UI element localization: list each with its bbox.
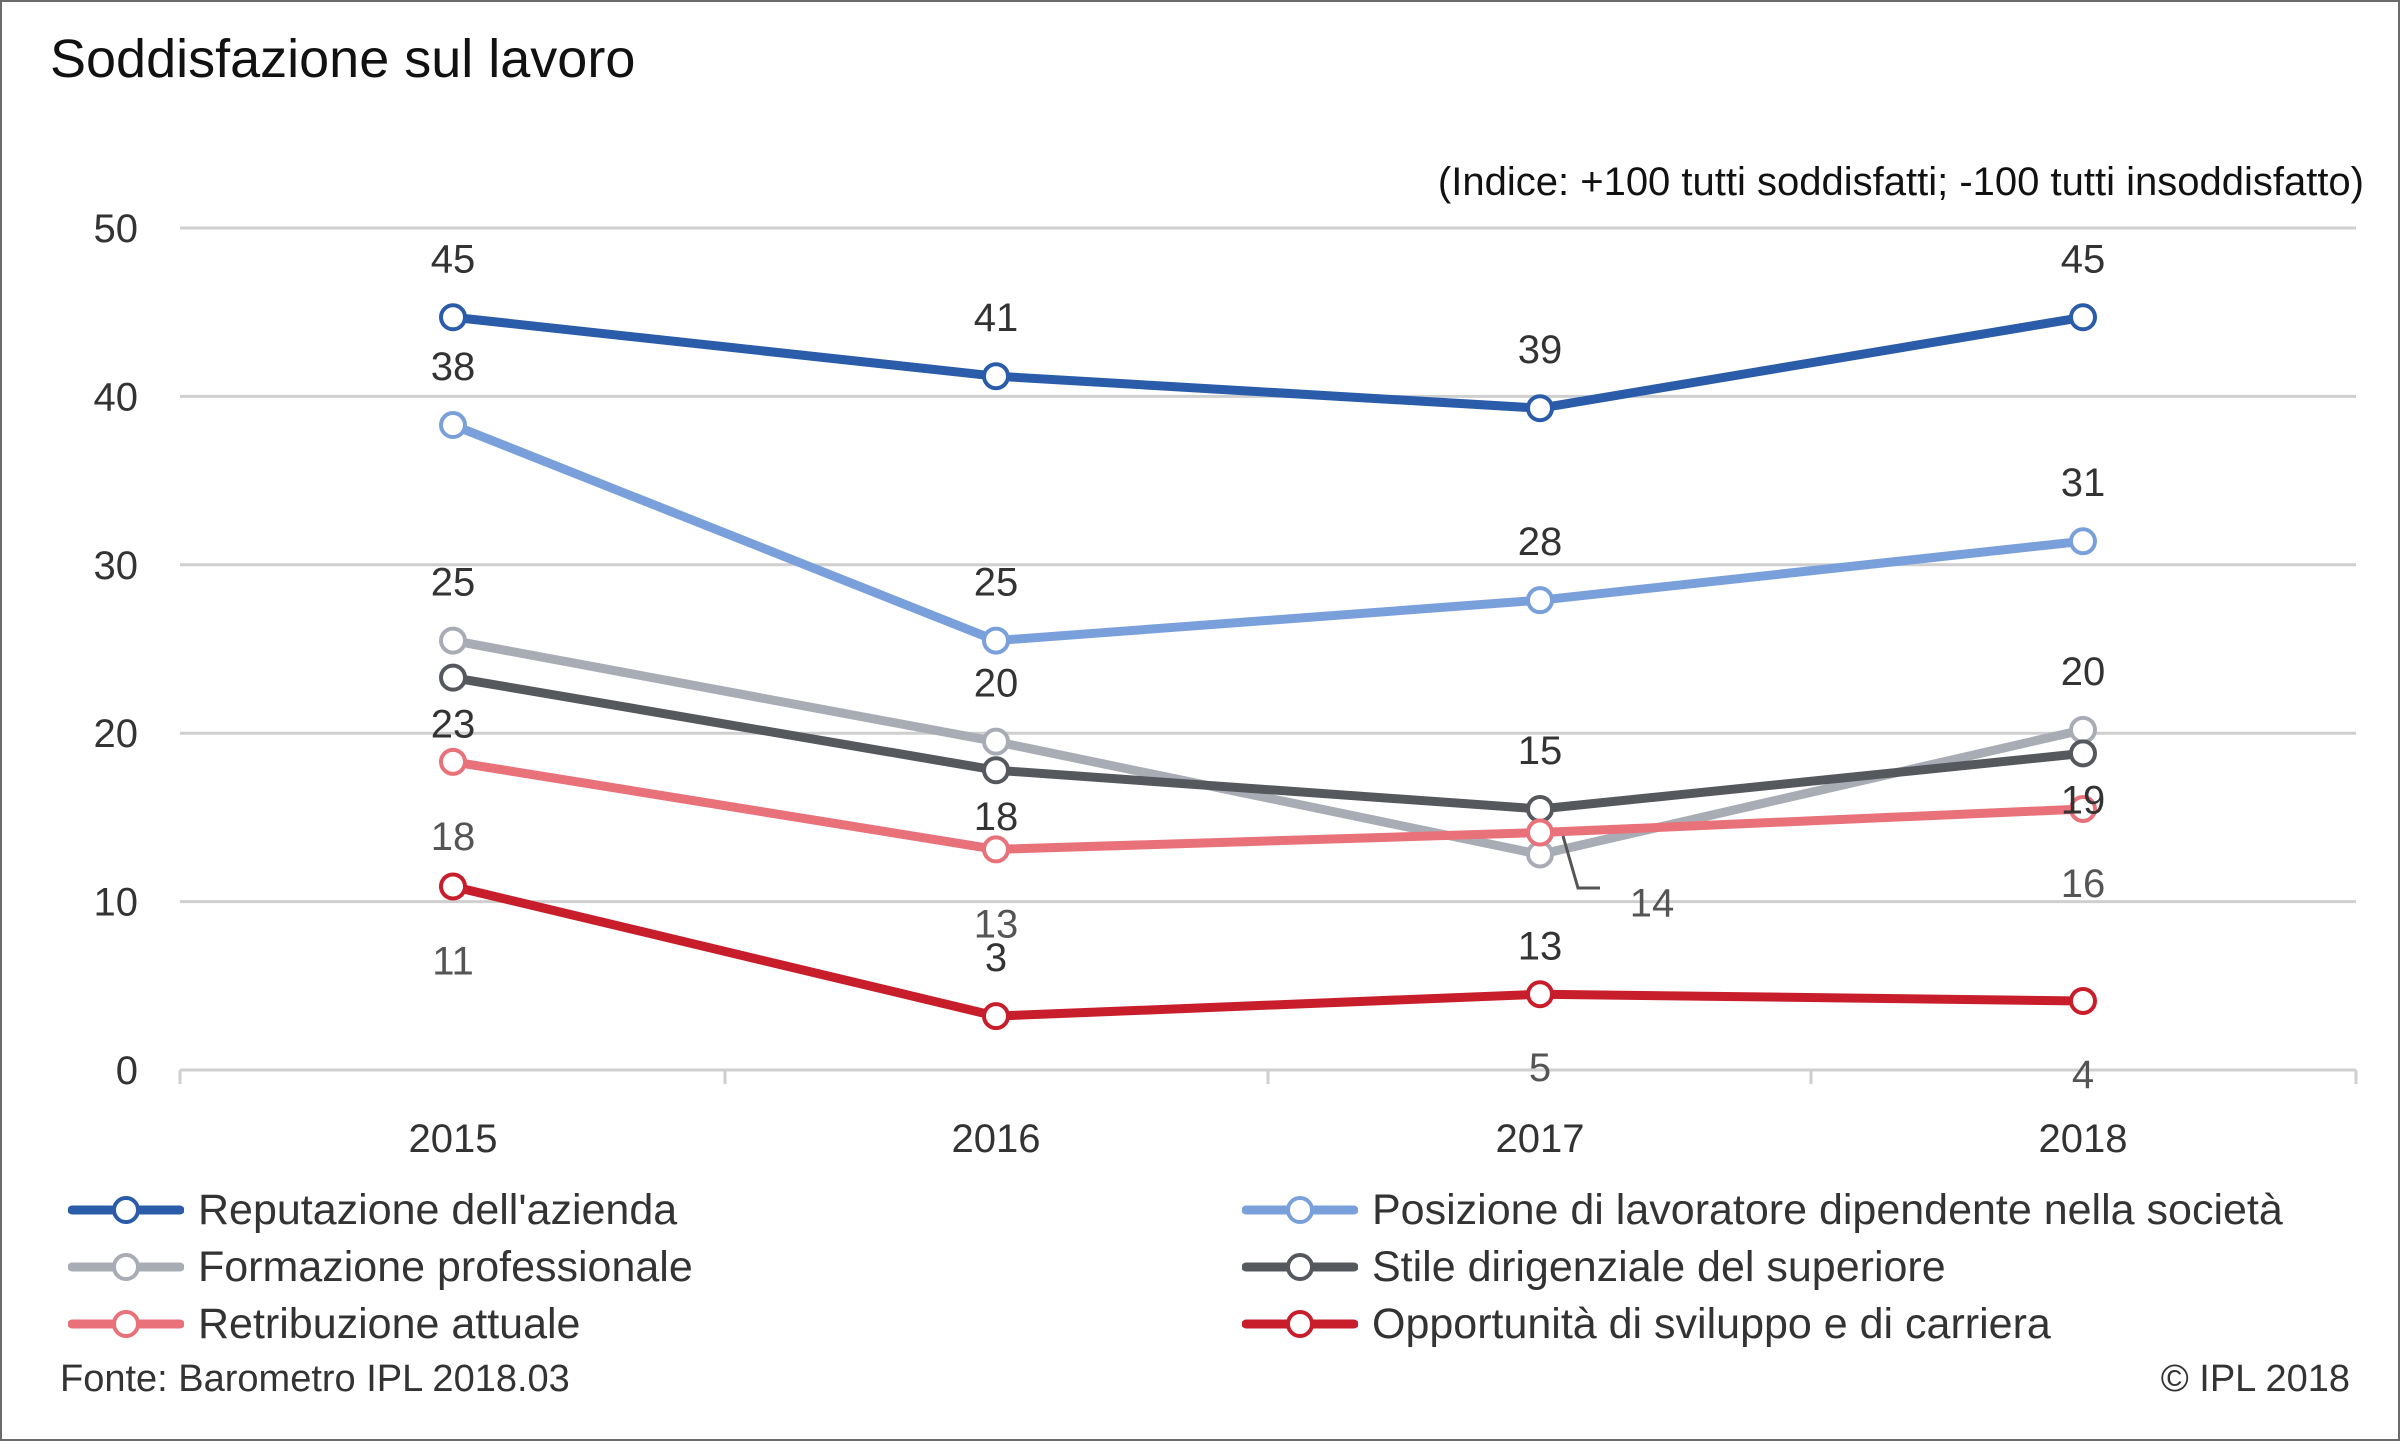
data-point [439, 872, 467, 901]
data-label: 23 [431, 703, 476, 747]
data-point [2069, 303, 2097, 332]
data-point [2069, 739, 2097, 768]
y-tick-label: 0 [116, 1049, 138, 1093]
data-label: 25 [974, 561, 1019, 605]
data-label: 3 [985, 936, 1007, 980]
chart-title: Soddisfazione sul lavoro [50, 29, 636, 89]
data-point [982, 362, 1010, 391]
data-point [439, 303, 467, 332]
data-label: 41 [974, 296, 1019, 340]
series-group [439, 303, 2097, 1031]
data-point [982, 756, 1010, 785]
y-tick-label: 30 [94, 544, 139, 588]
x-tick-label: 2017 [1496, 1117, 1585, 1161]
data-point [982, 626, 1010, 655]
data-label: 14 [1630, 882, 1675, 926]
label-leader-line [1561, 835, 1600, 890]
data-point [439, 626, 467, 655]
data-point [2069, 527, 2097, 556]
data-point [2069, 715, 2097, 744]
data-label: 11 [432, 939, 474, 983]
data-label: 45 [2061, 237, 2106, 281]
data-label: 38 [431, 345, 476, 389]
data-label: 13 [974, 902, 1019, 946]
series-line-0 [448, 312, 2088, 413]
data-point [982, 835, 1010, 864]
data-label: 25 [431, 561, 476, 605]
y-tick-label: 20 [94, 712, 139, 756]
x-axis-ticks: 2015 2016 2017 2018 [409, 1117, 2128, 1161]
series-line-3 [448, 673, 2088, 814]
y-tick-label: 50 [94, 207, 139, 251]
data-point [439, 747, 467, 776]
series-line-5 [448, 881, 2088, 1021]
y-tick-label: 40 [94, 375, 139, 419]
data-point [1526, 980, 1554, 1009]
data-point [982, 1002, 1010, 1031]
data-label: 16 [2061, 862, 2106, 906]
data-point [982, 727, 1010, 756]
data-label: 20 [974, 662, 1019, 706]
x-tick-label: 2018 [2039, 1117, 2128, 1161]
data-label: 13 [1518, 924, 1563, 968]
data-label: 18 [431, 815, 476, 859]
data-label: 20 [2061, 650, 2106, 694]
data-point [1526, 394, 1554, 423]
data-point [1526, 818, 1554, 847]
data-point [2069, 986, 2097, 1015]
gridlines [178, 226, 2358, 1084]
source-note: Fonte: Barometro IPL 2018.03 [60, 1358, 570, 1400]
data-point [1526, 794, 1554, 823]
copyright-note: © IPL 2018 [2160, 1358, 2350, 1400]
series-line-4 [448, 757, 2088, 854]
data-point [439, 663, 467, 692]
series-line-1 [448, 420, 2088, 646]
data-label: 31 [2061, 461, 2106, 505]
data-label: 4 [2072, 1053, 2094, 1097]
data-point [1526, 586, 1554, 615]
data-label: 19 [2061, 778, 2106, 822]
y-tick-label: 10 [94, 881, 139, 925]
data-label: 28 [1518, 520, 1563, 564]
data-label: 39 [1518, 328, 1563, 372]
y-axis-ticks: 0 10 20 30 40 50 [94, 207, 139, 1093]
data-label: 15 [1518, 729, 1563, 773]
data-point [439, 411, 467, 440]
data-label: 18 [974, 795, 1019, 839]
x-tick-label: 2015 [409, 1117, 498, 1161]
chart-subtitle: (Indice: +100 tutti soddisfatti; -100 tu… [1437, 160, 2364, 204]
x-tick-label: 2016 [952, 1117, 1041, 1161]
data-point [2069, 794, 2097, 823]
data-label: 45 [431, 237, 476, 281]
data-label: 5 [1529, 1046, 1551, 1090]
series-line-2 [448, 636, 2088, 859]
